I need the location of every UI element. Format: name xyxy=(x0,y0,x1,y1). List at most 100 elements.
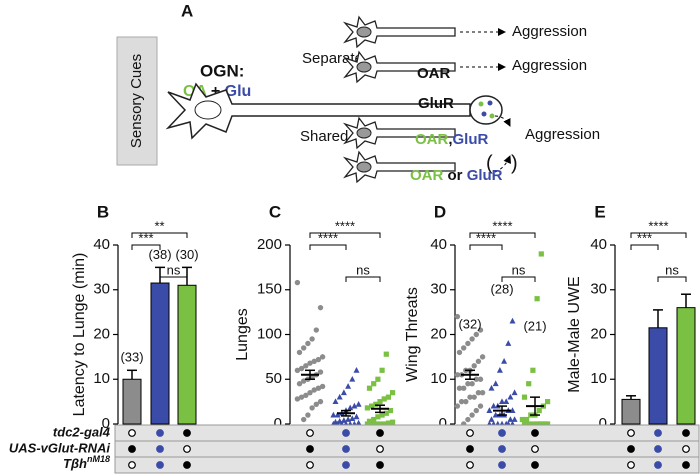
glu: Glu xyxy=(225,83,252,100)
genotype-filled xyxy=(654,429,662,437)
arrow xyxy=(494,155,511,173)
panel-label: A xyxy=(181,1,193,20)
y-tick-label: 0 xyxy=(102,415,110,432)
point xyxy=(507,416,514,422)
vesicle xyxy=(478,101,484,107)
point xyxy=(385,394,391,400)
point xyxy=(465,340,471,347)
point xyxy=(473,407,479,414)
panel-a: A Sensory Cues OGN: OA + Glu Separate OA… xyxy=(116,1,600,184)
point xyxy=(381,421,387,427)
point xyxy=(465,416,471,423)
point xyxy=(524,416,530,423)
point xyxy=(294,396,301,402)
n-label: (21) xyxy=(523,318,546,333)
point xyxy=(371,416,377,423)
terminal xyxy=(469,95,503,125)
significance-bracket xyxy=(501,276,536,282)
point xyxy=(317,398,324,405)
point xyxy=(294,279,301,286)
point xyxy=(477,403,484,409)
point xyxy=(334,411,341,418)
point xyxy=(469,336,475,342)
point xyxy=(526,421,532,427)
y-tick-label: 200 xyxy=(257,236,282,253)
sensory-box xyxy=(116,36,158,166)
genotype-open xyxy=(627,461,635,469)
bar xyxy=(177,284,197,425)
point xyxy=(477,327,484,333)
point xyxy=(307,360,313,366)
oar-label: OAR xyxy=(417,65,451,82)
point xyxy=(467,394,473,400)
point xyxy=(385,420,391,426)
point xyxy=(519,416,525,423)
point xyxy=(390,419,396,425)
vesicle xyxy=(487,100,493,106)
genotype-filled xyxy=(498,445,506,453)
significance-label: ns xyxy=(167,262,181,277)
bar xyxy=(648,327,668,425)
point xyxy=(390,390,396,396)
point xyxy=(486,407,493,413)
gene: Tβh xyxy=(63,456,87,471)
y-tick-label: 150 xyxy=(257,281,282,298)
genotype-filled xyxy=(156,429,164,437)
significance-bracket xyxy=(469,244,503,250)
shared-label: Shared xyxy=(300,128,348,145)
point xyxy=(475,358,482,365)
point xyxy=(336,393,343,400)
point xyxy=(469,412,475,418)
point xyxy=(530,421,536,427)
significance-label: ns xyxy=(356,262,370,277)
genotype-open xyxy=(306,461,314,469)
panel-label: B xyxy=(97,202,109,221)
row-label: TβhnM18 xyxy=(63,454,110,471)
point xyxy=(461,345,467,351)
comma: , xyxy=(448,131,452,148)
y-axis-label: Lunges xyxy=(234,308,251,361)
allele: nM18 xyxy=(87,454,110,464)
point xyxy=(305,412,311,418)
point xyxy=(315,385,322,391)
point xyxy=(369,421,375,427)
point xyxy=(496,367,503,373)
genotype-open xyxy=(128,461,136,469)
y-tick-label: 0 xyxy=(439,415,447,432)
genotype-filled xyxy=(128,445,136,453)
point xyxy=(383,410,389,416)
ogn-label: OGN: xyxy=(200,61,244,80)
point xyxy=(305,340,311,347)
plus: + xyxy=(211,83,220,100)
vesicle xyxy=(481,111,487,117)
genotype-filled xyxy=(183,461,191,469)
point xyxy=(349,375,356,382)
y-tick-label: 30 xyxy=(430,281,447,298)
significance-bracket xyxy=(309,244,347,250)
genotype-open xyxy=(466,461,474,469)
point xyxy=(492,380,499,387)
point xyxy=(296,349,303,356)
point xyxy=(375,376,381,382)
point xyxy=(454,403,461,409)
y-tick-label: 50 xyxy=(265,370,282,387)
genotype-filled xyxy=(376,429,384,437)
point xyxy=(355,419,362,426)
point xyxy=(317,369,324,375)
y-tick-label: 10 xyxy=(590,370,607,387)
point xyxy=(379,412,385,418)
point xyxy=(477,376,484,382)
genotype-filled xyxy=(498,429,506,437)
point xyxy=(509,317,516,324)
glur: GluR xyxy=(453,131,489,148)
significance-label: **** xyxy=(648,218,668,233)
point xyxy=(311,358,317,365)
point xyxy=(301,345,307,351)
point xyxy=(503,398,510,405)
genotype-filled xyxy=(531,429,539,437)
point xyxy=(471,363,477,369)
point xyxy=(373,401,379,407)
row-label: UAS-vGlut-RNAi xyxy=(9,440,110,455)
point xyxy=(490,402,497,409)
glur-label: GluR xyxy=(418,95,454,112)
